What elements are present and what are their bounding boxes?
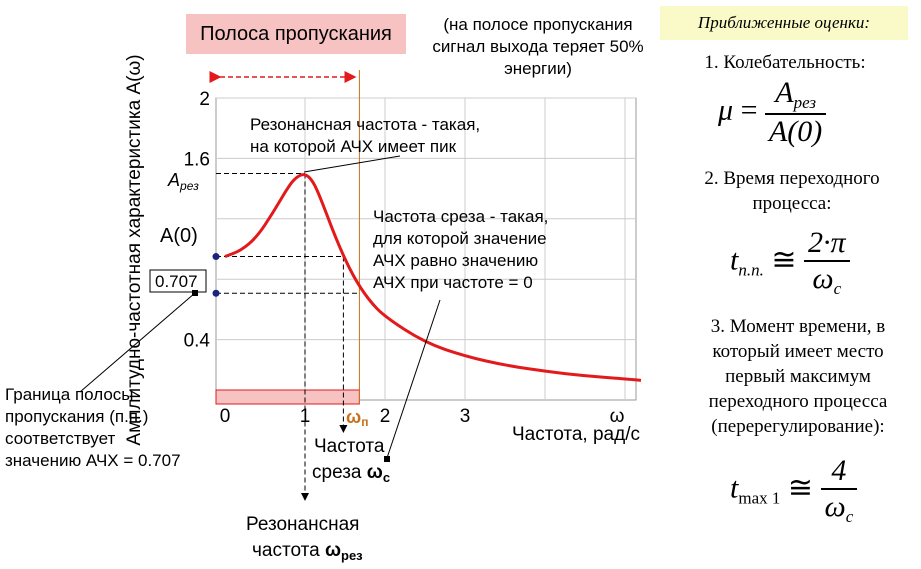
- x-axis-label: Частота, рад/с: [512, 424, 640, 445]
- cutoff-pointer: [386, 299, 441, 459]
- passband-note: (на полосе пропускания сигнал выхода тер…: [432, 15, 644, 78]
- overshoot-time-formula: tmax 1 ≅ 4 ωc: [730, 454, 900, 527]
- two-pi-numerator: 2·π: [803, 226, 850, 262]
- res-freq-line-2: частота ωрез: [252, 540, 363, 563]
- boundary-line-2: пропускания (п.п.): [5, 407, 148, 426]
- cutoff-freq-word: среза: [312, 462, 367, 483]
- resonance-pointer: [303, 155, 401, 173]
- estimate-2-label: 2. Время переходного процесса:: [704, 168, 880, 214]
- x-tick-4: ω: [610, 406, 625, 427]
- a-rez-subscript: рез: [793, 93, 817, 112]
- cutoff-def-line-1: Частота среза - такая,: [373, 207, 548, 226]
- guide-lines: [216, 70, 360, 501]
- resonance-def-line-2: на которой АЧХ имеет пик: [250, 137, 457, 156]
- res-omega-sub: рез: [341, 548, 363, 563]
- boundary-line-1: Граница полосы: [5, 385, 134, 404]
- a-rez-letter: A: [167, 170, 180, 190]
- estimates-title: Приближенные оценки:: [660, 6, 908, 40]
- boundary-line-4: значению АЧХ = 0.707: [5, 451, 181, 470]
- four-numerator: 4: [820, 454, 858, 490]
- boundary-pointer: [79, 292, 196, 393]
- oscillation-fraction: Aрез A(0): [764, 76, 827, 149]
- omega-p-symbol: ω: [346, 407, 361, 427]
- cutoff-def-line-3: АЧХ равно значению: [373, 251, 538, 270]
- level-0707-dot: [212, 289, 220, 297]
- cutoff-def-line-4: АЧХ при частоте = 0: [373, 273, 533, 292]
- omega-p-sub: п: [361, 415, 368, 429]
- y-tick-1: 1.6: [184, 149, 210, 170]
- y-axis-label: Амплитудно-частотная характеристика A(ω): [124, 54, 145, 445]
- cutoff-freq-line-2: среза ωc: [312, 462, 390, 485]
- a-rez-numerator: A: [775, 76, 794, 109]
- estimate-3-label: 3. Момент времени, в который имеет место…: [708, 316, 888, 437]
- passband-title: Полоса пропускания: [186, 14, 406, 54]
- a0-dot: [212, 253, 220, 261]
- oscillation-formula: μ = Aрез A(0): [718, 76, 868, 149]
- tpp-symbol: t: [730, 243, 739, 277]
- omega-p-label: ωп: [346, 407, 368, 429]
- cutoff-def-line-2: для которой значение: [373, 229, 547, 248]
- omega-c-subscript: c: [833, 279, 842, 298]
- x-tick-0: 0: [220, 406, 231, 427]
- cutoff-marker: [384, 456, 390, 462]
- axis-ticks: 0 1 2 3 ω21.60.4: [184, 89, 625, 427]
- boundary-line-3: соответствует: [5, 429, 115, 448]
- approx-sign-2: ≅: [787, 471, 814, 505]
- cutoff-omega: ω: [367, 462, 383, 483]
- cutoff-freq-line-1: Частота: [314, 436, 385, 457]
- a-rez-label: Aрез: [167, 170, 199, 193]
- transient-time-fraction: 2·π ωc: [803, 226, 850, 299]
- level-0707-box: [149, 269, 207, 293]
- x-tick-1: 1: [300, 406, 311, 427]
- level-0707-label: 0.707: [155, 272, 198, 291]
- plot-area: [215, 97, 637, 401]
- a0-denominator: A(0): [768, 115, 823, 148]
- a0-label: A(0): [160, 225, 198, 247]
- response-curve: [224, 173, 642, 382]
- equals-sign: =: [740, 93, 758, 127]
- y-tick-2: 0.4: [184, 331, 211, 352]
- mu-symbol: μ: [718, 93, 734, 127]
- x-tick-2: 2: [380, 406, 391, 427]
- tmax-symbol: t: [730, 471, 739, 505]
- overshoot-fraction: 4 ωc: [820, 454, 858, 527]
- a-rez-sub: рез: [179, 179, 199, 193]
- passband-bar: [215, 389, 360, 405]
- resonance-def-line-1: Резонансная частота - такая,: [250, 115, 480, 134]
- frequency-response-chart: 0 1 2 3 ω21.60.4 Амплитудно-частотная характ…: [5, 54, 642, 563]
- omega-c-denominator: ω: [812, 262, 834, 295]
- res-omega: ω: [325, 540, 341, 561]
- estimate-1-label: 1. Колебательность:: [704, 52, 866, 73]
- transient-time-formula: tп.п. ≅ 2·π ωc: [730, 226, 890, 299]
- omega-c-denominator-2: ω: [824, 490, 846, 523]
- res-freq-word: частота: [252, 540, 325, 561]
- omega-c-subscript-2: c: [845, 507, 854, 526]
- approx-sign: ≅: [771, 243, 797, 277]
- tmax-subscript: max 1: [738, 488, 781, 508]
- tpp-subscript: п.п.: [738, 260, 764, 280]
- x-tick-3: 3: [460, 406, 471, 427]
- res-freq-line-1: Резонансная: [246, 514, 359, 535]
- cutoff-omega-sub: c: [383, 470, 390, 485]
- y-tick-0: 2: [199, 89, 210, 110]
